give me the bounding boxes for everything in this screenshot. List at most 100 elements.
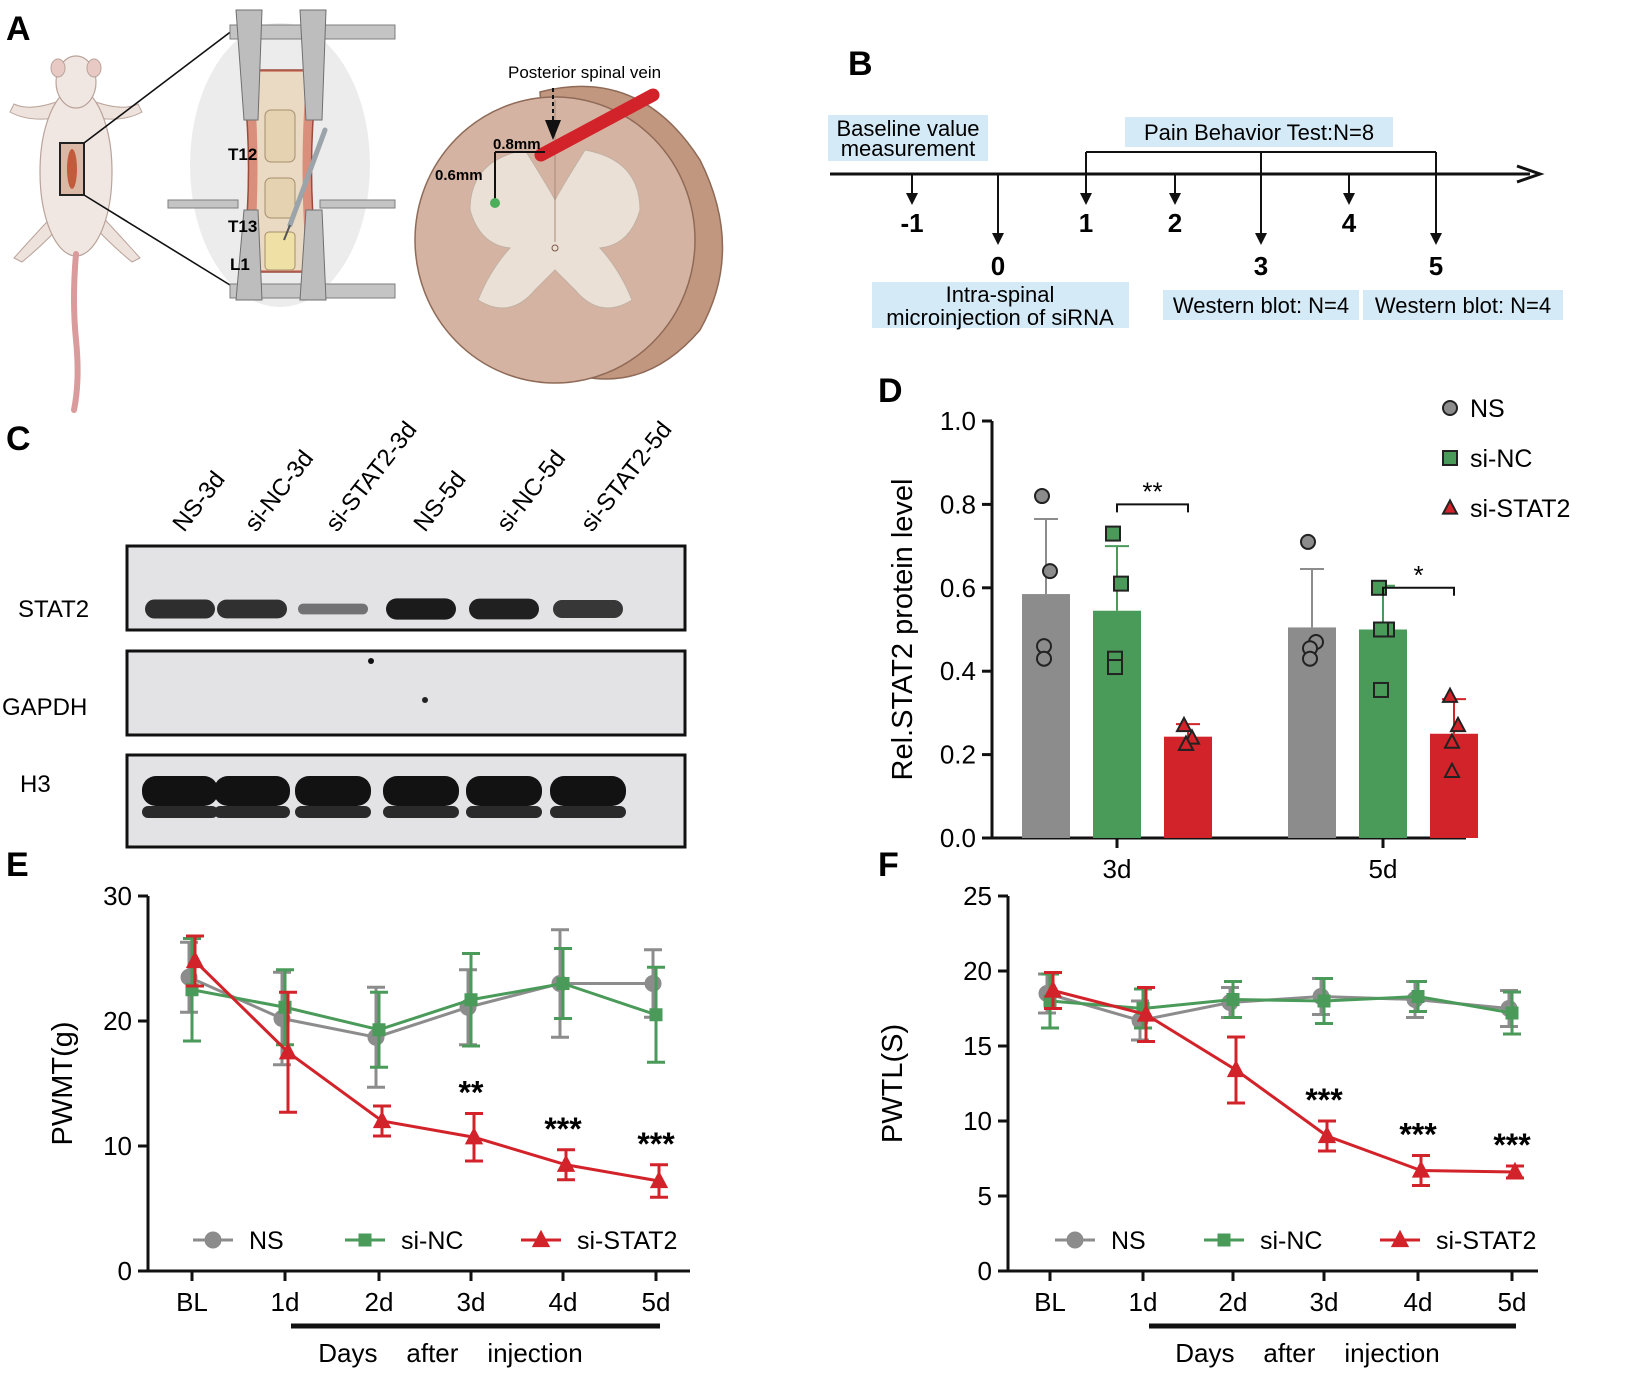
- e-y-axis-label: PWMT(g): [47, 1021, 79, 1145]
- d-y-tick-label: 0.6: [940, 573, 976, 603]
- panel-label-c: C: [6, 420, 31, 458]
- d-legend-marker-si-NC: [1442, 450, 1458, 466]
- blot-row-label-stat2: STAT2: [18, 596, 89, 623]
- spinal-cord-section-icon: Posterior spinal vein 0.8mm 0.6mm: [414, 63, 724, 384]
- f-sig-label-3d: ***: [1305, 1082, 1343, 1118]
- f-legend-label-NS: NS: [1111, 1227, 1146, 1255]
- e-point-NS-5: [644, 975, 662, 992]
- d-sig-label-5d: *: [1413, 560, 1423, 590]
- injection-label-line1: Intra-spinal: [946, 282, 1055, 307]
- d-legend-marker-NS: [1442, 400, 1458, 416]
- d-point-NS-5d: [1302, 650, 1318, 667]
- spine-surgery-illustration-icon: T12 T13 L1: [167, 9, 396, 307]
- line-chart-f: 0 5 10 15 20 25 PWTL(S) BL 1d 2d 3d 4d 5d Days after …: [877, 881, 1538, 1368]
- d-y-tick-label: 0.0: [940, 823, 976, 853]
- down-arrow-icon: [1343, 193, 1355, 205]
- e-sig-label-5d: ***: [637, 1126, 675, 1162]
- panel-f: F 0 5 10 15 20 25 PWTL(S) BL 1d 2d 3d 4d 5d Days afte…: [877, 846, 1538, 1368]
- e-x-tick-label-4d: 4d: [549, 1287, 578, 1317]
- day-label-1: 0: [991, 251, 1005, 281]
- down-arrow-icon: [1430, 233, 1442, 245]
- d-y-tick-label: 1.0: [940, 406, 976, 436]
- stat2-band-0: [145, 599, 215, 619]
- e-legend-marker-NS: [204, 1231, 222, 1249]
- injection-label-line2: microinjection of siRNA: [886, 305, 1114, 330]
- f-y-tick-label: 15: [963, 1031, 992, 1061]
- e-legend-label-si-STAT2: si-STAT2: [577, 1227, 677, 1255]
- d-bar-NS-3d: [1022, 594, 1070, 838]
- blot-speck: [422, 697, 428, 703]
- d-bar-si-STAT2-5d: [1430, 733, 1478, 838]
- f-point-si-STAT2-0: [1043, 980, 1063, 998]
- h3-lower-band-3: [383, 806, 459, 818]
- e-sig-label-4d: ***: [544, 1111, 582, 1147]
- h3-lower-band-5: [550, 806, 626, 818]
- baseline-box: [828, 115, 988, 161]
- f-x-tick-label-3d: 3d: [1310, 1287, 1339, 1317]
- f-y-tick-label: 10: [963, 1106, 992, 1136]
- e-line-si-NC: [191, 981, 657, 1032]
- d-sig-bracket-3d: [1116, 503, 1189, 513]
- day-label-2: 1: [1079, 208, 1093, 238]
- e-point-si-NC-3: [464, 993, 478, 1007]
- timeline-arrowhead-icon: [1516, 164, 1545, 184]
- e-legend-label-NS: NS: [249, 1227, 284, 1255]
- f-line-si-STAT2: [1052, 989, 1516, 1174]
- e-point-si-NC-1: [278, 1000, 292, 1014]
- h3-band-0: [142, 776, 218, 806]
- lane-label-4: si-NC-5d: [491, 445, 571, 536]
- e-point-si-STAT2-3: [464, 1127, 484, 1145]
- d-y-tick-label: 0.4: [940, 656, 976, 686]
- day-label-0: -1: [900, 208, 923, 238]
- e-point-si-NC-0: [185, 983, 199, 997]
- f-x-tick-label-BL: BL: [1034, 1287, 1066, 1317]
- d-legend-label-si-STAT2: si-STAT2: [1470, 495, 1570, 523]
- h3-lower-band-1: [214, 806, 290, 818]
- e-point-si-STAT2-5: [649, 1170, 669, 1189]
- d-point-si-NC-3d: [1105, 525, 1121, 542]
- f-x-tick-label-5d: 5d: [1498, 1287, 1527, 1317]
- f-x-axis-label: Days after injection: [1175, 1338, 1439, 1368]
- panel-label-e: E: [6, 846, 29, 884]
- line-chart-e: 0 10 20 30 PWMT(g) BL 1d 2d 3d 4d 5d Days after inj…: [47, 881, 690, 1368]
- f-y-axis-label: PWTL(S): [877, 1024, 909, 1143]
- f-line-si-NC: [1049, 994, 1513, 1015]
- e-point-si-STAT2-4: [556, 1154, 576, 1172]
- lane-label-1: si-NC-3d: [239, 445, 319, 536]
- panel-label-a: A: [6, 10, 31, 48]
- h3-band-2: [295, 776, 371, 806]
- panel-b: B Pain Behavior Test:N=8 Baseline valueme…: [828, 45, 1563, 330]
- lateral-label: 0.6mm: [435, 167, 483, 184]
- e-x-tick-label-3d: 3d: [457, 1287, 486, 1317]
- d-legend-label-si-NC: si-NC: [1470, 445, 1533, 473]
- d-x-tick-label-3d: 3d: [1103, 854, 1132, 884]
- lane-label-2: si-STAT2-3d: [320, 417, 422, 537]
- d-point-si-STAT2-5d: [1449, 715, 1467, 733]
- day-label-6: 5: [1429, 251, 1443, 281]
- bar-chart-d: 0.0 0.2 0.4 0.6 0.8 1.0 Rel.STAT2 protein leve…: [887, 395, 1570, 884]
- e-legend-marker-si-NC: [358, 1233, 372, 1247]
- d-bar-si-NC-3d: [1093, 610, 1141, 838]
- d-y-tick-label: 0.8: [940, 489, 976, 519]
- panel-e: E 0 10 20 30 PWMT(g) BL 1d 2d 3d 4d 5d Days after i…: [6, 846, 690, 1368]
- d-point-si-STAT2-3d: [1177, 734, 1195, 751]
- f-point-si-STAT2-4: [1411, 1160, 1431, 1178]
- f-y-tick-label: 0: [978, 1256, 992, 1286]
- d-point-si-STAT2-5d: [1441, 686, 1459, 703]
- f-y-tick-label: 5: [978, 1181, 992, 1211]
- blot-row-label-gapdh: GAPDH: [2, 694, 87, 721]
- down-arrow-icon: [906, 193, 918, 205]
- f-legend-label-si-STAT2: si-STAT2: [1436, 1227, 1536, 1255]
- d-sig-bracket-5d: [1382, 586, 1455, 596]
- d-point-si-STAT2-5d: [1443, 761, 1461, 778]
- vein-label: Posterior spinal vein: [508, 63, 661, 82]
- d-legend-marker-si-STAT2: [1441, 498, 1459, 515]
- e-line-NS: [188, 975, 653, 1039]
- lane-label-5: si-STAT2-5d: [575, 417, 677, 537]
- e-legend-label-si-NC: si-NC: [401, 1227, 464, 1255]
- depth-label: 0.8mm: [493, 136, 541, 153]
- f-sig-label-5d: ***: [1493, 1127, 1531, 1163]
- h3-lower-band-4: [466, 806, 542, 818]
